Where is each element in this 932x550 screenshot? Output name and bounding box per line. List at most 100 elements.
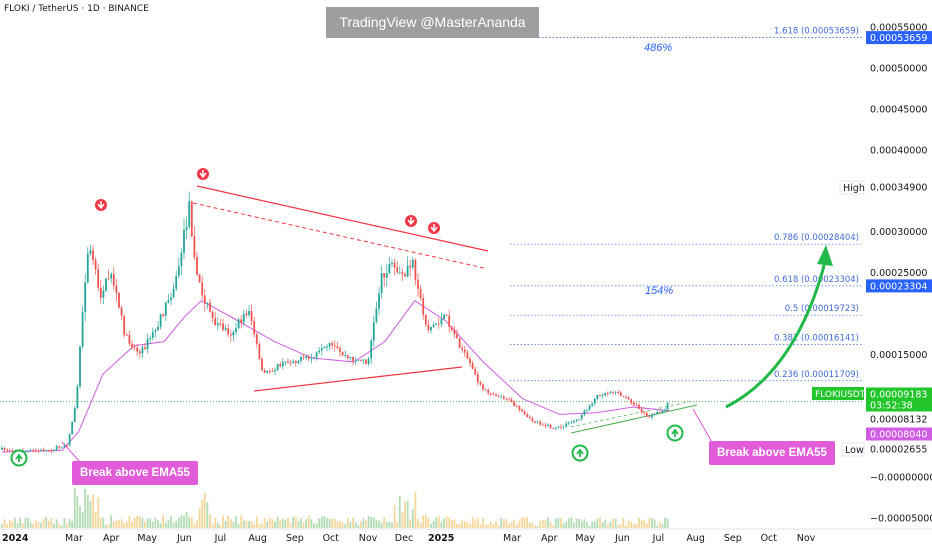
- candle-body: [201, 282, 204, 296]
- candle-body: [279, 364, 282, 367]
- time-tick-label: 2024: [2, 533, 29, 544]
- volume-bar: [406, 500, 409, 528]
- volume-bar: [391, 522, 393, 528]
- candle-body: [357, 359, 360, 361]
- volume-bar: [253, 523, 256, 528]
- candle-body: [560, 426, 562, 428]
- volume-bar: [214, 518, 217, 528]
- candle-body: [32, 449, 35, 451]
- volume-bar: [393, 505, 396, 528]
- volume-bar: [112, 521, 115, 528]
- volume-bar: [222, 515, 224, 528]
- time-axis[interactable]: 2024 Mar Apr May Jun Jul Aug Sep Oct Nov Dec 2025 Ma…: [0, 528, 932, 550]
- volume-bar: [110, 514, 113, 528]
- candle-body: [294, 361, 297, 364]
- volume-bar: [136, 515, 139, 528]
- price-axis[interactable]: 0.00055000 0.00050000 0.00045000 0.00040000…: [812, 0, 932, 550]
- volume-bar: [339, 520, 341, 528]
- volume-bar: [370, 516, 373, 528]
- candle-body: [414, 259, 417, 280]
- volume-bar: [99, 517, 102, 528]
- candle-body: [196, 257, 198, 275]
- volume-bar: [651, 518, 653, 528]
- candle-body: [326, 346, 328, 348]
- volume-bar: [645, 523, 648, 528]
- candle-body: [63, 445, 66, 448]
- volume-bar: [68, 519, 71, 528]
- candle-body: [508, 399, 510, 401]
- price-tick-label: 0.00055000: [870, 23, 927, 34]
- sell-arrow-icon: [97, 201, 105, 210]
- candle-body: [664, 409, 666, 411]
- volume-bar: [352, 517, 354, 528]
- candle-body: [258, 343, 261, 359]
- callout-break-ema-right: Break above EMA55: [709, 441, 835, 465]
- volume-bar: [573, 523, 575, 528]
- signal-markers: [10, 168, 684, 467]
- candle-body: [53, 449, 55, 452]
- candle-body: [476, 374, 479, 383]
- candle-body: [554, 427, 557, 429]
- candle-body: [305, 356, 308, 359]
- candle-body: [164, 302, 167, 316]
- volume-bar: [144, 521, 146, 528]
- price-tick-label: 0.00025000: [870, 268, 927, 279]
- volume-bar: [55, 519, 58, 528]
- volume-bar: [409, 519, 412, 528]
- volume-bar: [1, 524, 3, 528]
- candle-body: [193, 236, 196, 258]
- candle-body: [526, 414, 529, 417]
- candle-body: [47, 450, 50, 451]
- candle-body: [385, 273, 388, 278]
- candles: [1, 191, 669, 454]
- candle-body: [341, 351, 344, 356]
- resistance-line: [196, 185, 489, 252]
- candle-body: [315, 352, 318, 358]
- ema55-polyline: [1, 300, 670, 453]
- candle-body: [549, 424, 552, 428]
- volume-bar: [450, 520, 453, 528]
- candle-body: [133, 346, 136, 348]
- candle-body: [375, 308, 378, 323]
- candle-body: [656, 412, 659, 414]
- volume-bar: [479, 524, 482, 528]
- volume-bar: [53, 523, 55, 528]
- symbol-tag: FLOKIUSDT: [815, 390, 866, 400]
- volume-bar: [271, 519, 274, 528]
- candle-body: [242, 313, 245, 323]
- volume-bar: [71, 521, 74, 528]
- volume-bar: [97, 497, 100, 528]
- volume-bar: [648, 517, 651, 528]
- candle-body: [424, 314, 427, 325]
- volume-bar: [372, 517, 375, 528]
- volume-bar: [534, 525, 536, 528]
- volume-bar: [50, 518, 53, 528]
- candle-body: [380, 273, 383, 294]
- candle-body: [479, 382, 482, 385]
- candle-body: [344, 355, 347, 356]
- low-price-tag: 0.00002655: [870, 445, 927, 456]
- volume-bar: [523, 517, 526, 528]
- candle-body: [107, 278, 110, 280]
- fib-label: 0.382 (0.00016141): [774, 333, 859, 343]
- volume-bar: [209, 514, 211, 528]
- candle-body: [367, 358, 370, 364]
- volume-bar: [102, 517, 105, 528]
- volume-bar: [432, 520, 435, 528]
- candle-body: [229, 334, 232, 336]
- time-tick-label: Aug: [248, 533, 267, 544]
- candle-body: [393, 262, 396, 268]
- volume-bar: [237, 523, 240, 528]
- volume-bar: [453, 519, 456, 528]
- fib-0618-price-tag-bg: [866, 279, 932, 293]
- volume-bar: [549, 521, 552, 528]
- candle-body: [177, 266, 180, 276]
- volume-bar: [383, 517, 386, 528]
- candle-body: [484, 389, 487, 391]
- candle-body: [437, 323, 440, 325]
- volume-histogram: [1, 487, 669, 528]
- candle-body: [552, 427, 555, 429]
- candle-body: [640, 408, 643, 413]
- candle-body: [151, 331, 154, 338]
